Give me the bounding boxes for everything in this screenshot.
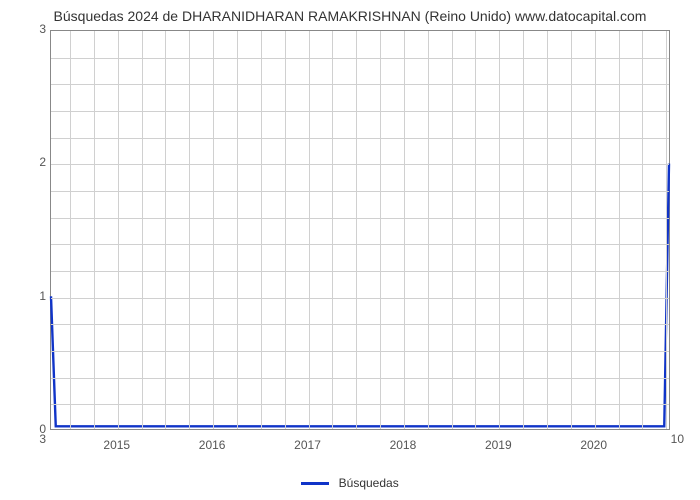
grid-v-minor — [237, 31, 238, 429]
grid-h-minor — [51, 404, 669, 405]
grid-v-minor — [285, 31, 286, 429]
grid-h-major — [51, 298, 669, 299]
grid-v-minor — [428, 31, 429, 429]
grid-v-minor — [142, 31, 143, 429]
grid-v-minor — [261, 31, 262, 429]
grid-v-major — [213, 31, 214, 429]
grid-h-minor — [51, 378, 669, 379]
corner-right-label: 10 — [654, 432, 684, 446]
grid-v-minor — [189, 31, 190, 429]
line-series-svg — [51, 31, 669, 429]
grid-v-minor — [642, 31, 643, 429]
legend: Búsquedas — [0, 476, 700, 490]
grid-v-minor — [571, 31, 572, 429]
series-line — [51, 164, 669, 427]
x-tick-label: 2017 — [278, 438, 338, 452]
grid-h-minor — [51, 111, 669, 112]
grid-v-minor — [666, 31, 667, 429]
grid-v-minor — [356, 31, 357, 429]
grid-v-major — [404, 31, 405, 429]
grid-h-minor — [51, 324, 669, 325]
grid-h-minor — [51, 351, 669, 352]
chart-title: Búsquedas 2024 de DHARANIDHARAN RAMAKRIS… — [0, 8, 700, 24]
grid-h-minor — [51, 271, 669, 272]
grid-v-minor — [380, 31, 381, 429]
grid-v-minor — [619, 31, 620, 429]
plot-area — [50, 30, 670, 430]
grid-v-major — [499, 31, 500, 429]
grid-h-minor — [51, 58, 669, 59]
grid-v-minor — [452, 31, 453, 429]
grid-v-minor — [70, 31, 71, 429]
y-tick-label: 2 — [30, 155, 46, 169]
grid-h-minor — [51, 138, 669, 139]
grid-v-minor — [475, 31, 476, 429]
grid-v-major — [309, 31, 310, 429]
grid-v-minor — [94, 31, 95, 429]
legend-swatch — [301, 482, 329, 485]
grid-v-minor — [547, 31, 548, 429]
grid-v-major — [118, 31, 119, 429]
grid-h-minor — [51, 244, 669, 245]
grid-h-major — [51, 164, 669, 165]
grid-h-minor — [51, 191, 669, 192]
y-tick-label: 0 — [30, 422, 46, 436]
x-tick-label: 2015 — [87, 438, 147, 452]
y-tick-label: 3 — [30, 22, 46, 36]
y-tick-label: 1 — [30, 289, 46, 303]
x-tick-label: 2019 — [468, 438, 528, 452]
grid-v-minor — [523, 31, 524, 429]
grid-v-minor — [165, 31, 166, 429]
legend-label: Búsquedas — [339, 476, 399, 490]
grid-v-major — [595, 31, 596, 429]
grid-h-minor — [51, 218, 669, 219]
x-tick-label: 2020 — [564, 438, 624, 452]
chart-container: Búsquedas 2024 de DHARANIDHARAN RAMAKRIS… — [0, 0, 700, 500]
x-tick-label: 2018 — [373, 438, 433, 452]
grid-h-minor — [51, 84, 669, 85]
x-tick-label: 2016 — [182, 438, 242, 452]
grid-v-minor — [332, 31, 333, 429]
